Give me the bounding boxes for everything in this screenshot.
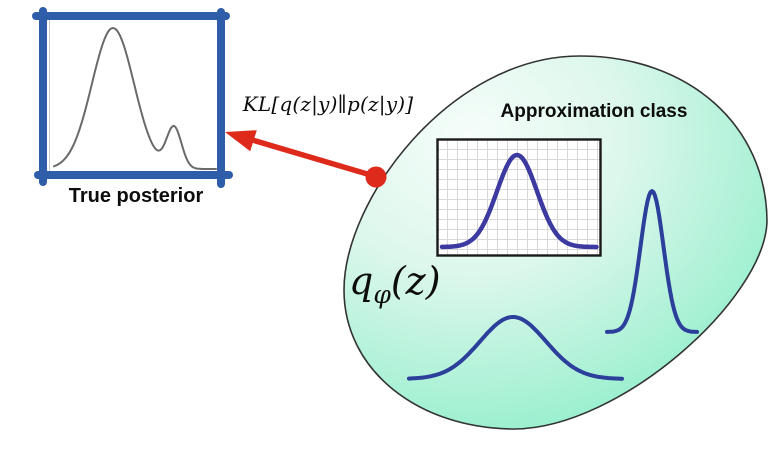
kl-arrow-head — [225, 130, 257, 152]
approximation-plot-box — [436, 138, 602, 257]
wide-gaussian-curve — [407, 315, 624, 381]
true-posterior-curve — [53, 27, 217, 170]
true-posterior-label: True posterior — [68, 185, 204, 207]
approximation-class-label: Approximation class — [500, 101, 688, 122]
true-posterior-inner-frame — [49, 19, 218, 172]
q-phi-base: q — [349, 259, 374, 303]
kl-divergence-formula: KL[q(z|y)∥p(z|y)] — [242, 92, 414, 116]
approx-gaussian-curve — [439, 152, 599, 250]
kl-arrow — [225, 130, 387, 188]
q-phi-label: qφ(z) — [349, 259, 441, 309]
narrow-gaussian-curve — [605, 189, 699, 334]
true-posterior-blue-frame — [32, 7, 233, 188]
q-phi-argument: (z) — [390, 259, 441, 303]
true-posterior-box — [32, 7, 233, 188]
q-phi-subscript: φ — [373, 280, 391, 309]
kl-arrow-shaft — [248, 136, 375, 179]
plot-box-background — [437, 139, 601, 256]
plot-grid-lines — [438, 140, 600, 255]
kl-arrow-dot — [365, 166, 387, 188]
plot-box-border — [436, 138, 602, 257]
